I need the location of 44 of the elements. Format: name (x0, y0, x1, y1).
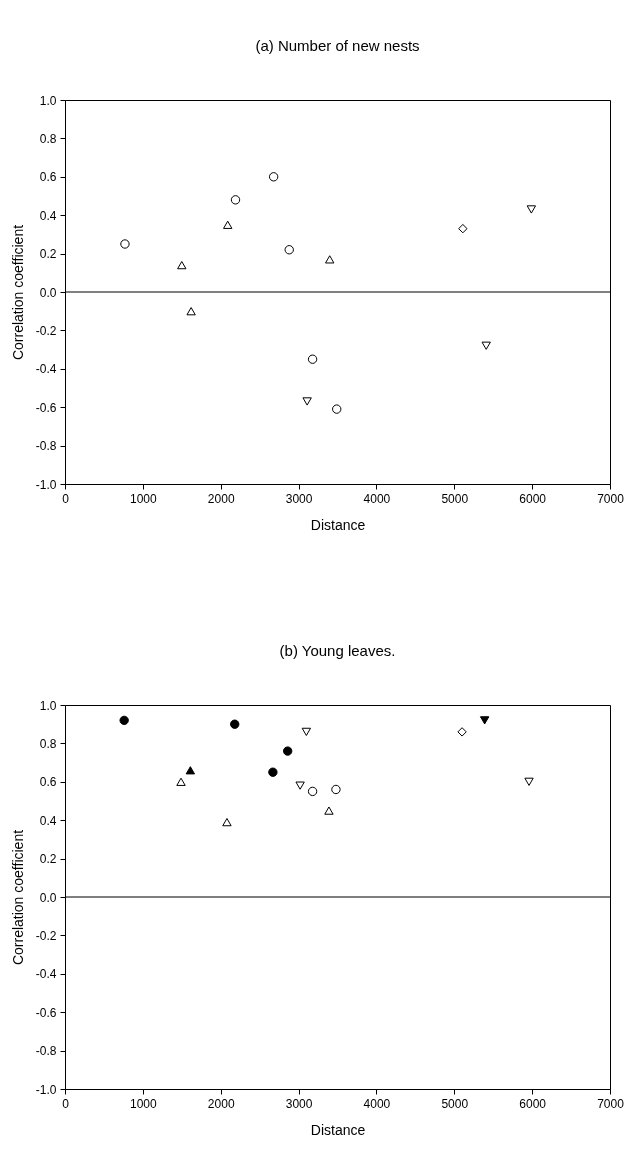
x-tick-label: 3000 (285, 491, 313, 506)
y-tick-label: 0.2 (39, 247, 57, 262)
y-tick-label: -0.8 (35, 1044, 57, 1059)
y-tick-label: -0.2 (35, 928, 57, 943)
y-tick-label: -1.0 (35, 477, 57, 492)
x-tick-label: 2000 (207, 491, 235, 506)
x-tick-label: 0 (62, 491, 70, 506)
y-tick-label: -0.4 (35, 362, 57, 377)
x-tick-label: 3000 (285, 1096, 313, 1111)
x-tick-label: 5000 (441, 1096, 469, 1111)
x-tick-label: 0 (62, 1096, 70, 1111)
y-tick-label: -1.0 (35, 1082, 57, 1097)
y-tick-label: 0.4 (39, 813, 57, 828)
x-tick-label: 6000 (519, 1096, 547, 1111)
x-tick-label: 7000 (597, 1096, 625, 1111)
x-tick-label: 1000 (130, 1096, 158, 1111)
chart-title: (b) Young leaves. (279, 642, 396, 659)
x-tick-label: 4000 (363, 491, 391, 506)
x-tick-label: 7000 (597, 491, 625, 506)
y-tick-label: -0.6 (35, 400, 57, 415)
y-tick-label: -0.2 (35, 323, 57, 338)
chart-title: (a) Number of new nests (255, 37, 420, 54)
x-tick-label: 4000 (363, 1096, 391, 1111)
y-tick-label: 0.8 (39, 131, 57, 146)
y-tick-label: 0.2 (39, 852, 57, 867)
y-axis-title: Correlation coefficient (9, 224, 26, 361)
y-tick-label: 0.8 (39, 736, 57, 751)
y-tick-label: 0.6 (39, 775, 57, 790)
x-tick-label: 2000 (207, 1096, 235, 1111)
x-axis-title: Distance (310, 516, 366, 533)
x-axis-title: Distance (310, 1121, 366, 1138)
y-tick-label: 0.0 (39, 890, 57, 905)
x-tick-label: 1000 (130, 491, 158, 506)
y-tick-label: -0.8 (35, 439, 57, 454)
y-tick-label: 0.4 (39, 208, 57, 223)
x-tick-label: 6000 (519, 491, 547, 506)
x-tick-label: 5000 (441, 491, 469, 506)
y-axis-title: Correlation coefficient (9, 829, 26, 966)
y-tick-label: -0.4 (35, 967, 57, 982)
y-tick-label: -0.6 (35, 1005, 57, 1020)
y-tick-label: 0.6 (39, 170, 57, 185)
y-tick-label: 1.0 (39, 93, 57, 108)
y-tick-label: 1.0 (39, 698, 57, 713)
y-tick-label: 0.0 (39, 285, 57, 300)
